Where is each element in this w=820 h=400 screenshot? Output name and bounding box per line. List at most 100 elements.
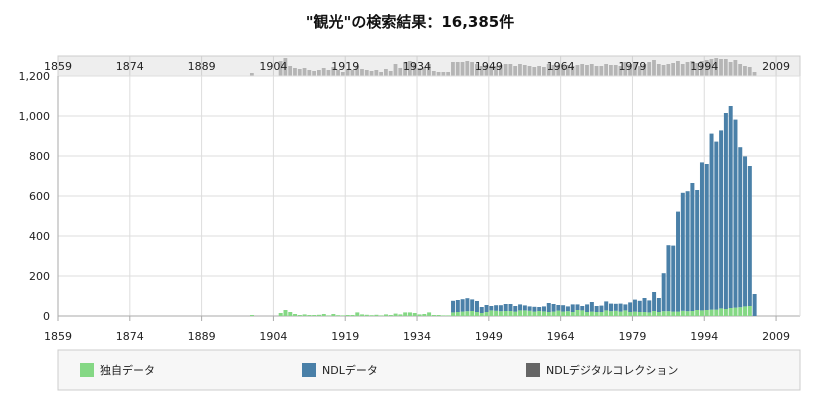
bar-ndl-data — [738, 147, 743, 308]
bar-own-data — [642, 312, 647, 316]
bar-own-data — [518, 310, 523, 316]
navigator-bar — [604, 64, 609, 76]
bar-ndl-data — [752, 294, 757, 316]
bar-own-data — [738, 307, 743, 316]
bar-own-data — [345, 315, 350, 316]
x-tick-label: 1919 — [331, 330, 359, 343]
bar-ndl-data — [594, 306, 599, 312]
navigator-tick-label: 1964 — [547, 60, 575, 73]
bar-own-data — [508, 311, 513, 316]
bar-own-data — [522, 310, 527, 316]
bar-own-data — [575, 310, 580, 316]
navigator-bar — [580, 64, 585, 76]
bar-own-data — [637, 312, 642, 316]
navigator-bar — [738, 64, 743, 76]
bar-ndl-data — [460, 299, 465, 312]
bar-ndl-data — [546, 303, 551, 312]
bar-ndl-data — [565, 306, 570, 312]
bar-ndl-data — [541, 306, 546, 312]
bar-own-data — [403, 312, 408, 316]
bar-own-data — [570, 312, 575, 316]
navigator-bar — [340, 72, 345, 76]
y-tick-label: 400 — [29, 230, 50, 243]
navigator-tick-label: 1919 — [331, 60, 359, 73]
bar-own-data — [355, 312, 360, 316]
bar-own-data — [623, 310, 628, 316]
bar-ndl-data — [479, 307, 484, 313]
bar-own-data — [537, 311, 542, 316]
navigator-bar — [513, 66, 518, 76]
bar-own-data — [470, 311, 475, 316]
bar-own-data — [379, 315, 384, 316]
bar-ndl-data — [743, 156, 748, 307]
navigator-bar — [556, 65, 561, 76]
navigator-bar — [613, 65, 618, 76]
navigator-bar — [388, 71, 393, 76]
navigator-bar — [589, 64, 594, 76]
bar-own-data — [580, 310, 585, 316]
y-tick-label: 1,000 — [19, 110, 51, 123]
bar-ndl-data — [556, 305, 561, 311]
bar-own-data — [599, 312, 604, 316]
bar-ndl-data — [618, 303, 623, 312]
legend-label: NDLデータ — [322, 363, 378, 377]
navigator-bar — [656, 64, 661, 76]
navigator-bar — [647, 62, 652, 76]
bar-ndl-data — [599, 305, 604, 312]
x-tick-label: 1859 — [44, 330, 72, 343]
y-tick-label: 800 — [29, 150, 50, 163]
bar-ndl-data — [661, 273, 666, 312]
navigator-bar — [446, 72, 451, 76]
navigator-bar — [546, 64, 551, 76]
bar-ndl-data — [522, 305, 527, 311]
bar-own-data — [709, 309, 714, 316]
legend-item-ndl-data[interactable]: NDLデータ — [302, 363, 378, 377]
navigator-bar — [427, 64, 431, 76]
bar-own-data — [661, 311, 666, 316]
bar-ndl-data — [709, 133, 714, 310]
navigator-bar — [671, 63, 676, 76]
bar-ndl-data — [723, 113, 728, 309]
navigator-bar — [479, 66, 484, 76]
bar-ndl-data — [580, 306, 585, 311]
bar-own-data — [513, 311, 518, 316]
bar-own-data — [690, 311, 695, 316]
bar-own-data — [546, 312, 551, 316]
navigator-bar — [652, 60, 656, 76]
navigator-bar — [709, 59, 714, 76]
navigator-bar — [283, 58, 288, 76]
navigator-bar — [331, 67, 336, 76]
navigator-bar — [470, 62, 474, 76]
navigator-tick-label: 1874 — [116, 60, 144, 73]
bar-own-data — [331, 314, 336, 316]
navigator-bar — [307, 70, 312, 76]
bar-own-data — [618, 311, 623, 316]
legend-item-ndl-digital[interactable]: NDLデジタルコレクション — [526, 363, 678, 377]
navigator-bar — [685, 62, 690, 76]
navigator-bar — [699, 61, 704, 76]
navigator-bar — [503, 64, 508, 76]
bar-ndl-data — [513, 306, 518, 312]
bar-own-data — [541, 311, 546, 316]
navigator-bar — [436, 72, 441, 76]
navigator-bar — [704, 60, 709, 76]
bar-ndl-data — [628, 302, 633, 312]
navigator-bar — [719, 59, 723, 76]
navigator-bar — [364, 70, 369, 76]
bar-own-data — [594, 312, 599, 316]
bar-own-data — [551, 311, 556, 316]
bar-own-data — [685, 311, 690, 316]
bar-own-data — [498, 311, 503, 316]
navigator-bar — [695, 63, 699, 76]
navigator-bar — [676, 61, 680, 76]
bar-own-data — [398, 314, 403, 316]
bar-own-data — [699, 310, 704, 316]
navigator-tick-label: 1994 — [690, 60, 718, 73]
bar-ndl-data — [642, 298, 647, 312]
bar-ndl-data — [474, 301, 479, 312]
legend-item-own-data[interactable]: 独自データ — [80, 363, 155, 377]
navigator-bar — [278, 61, 283, 76]
bar-own-data — [350, 315, 355, 316]
navigator-bar — [355, 66, 360, 76]
